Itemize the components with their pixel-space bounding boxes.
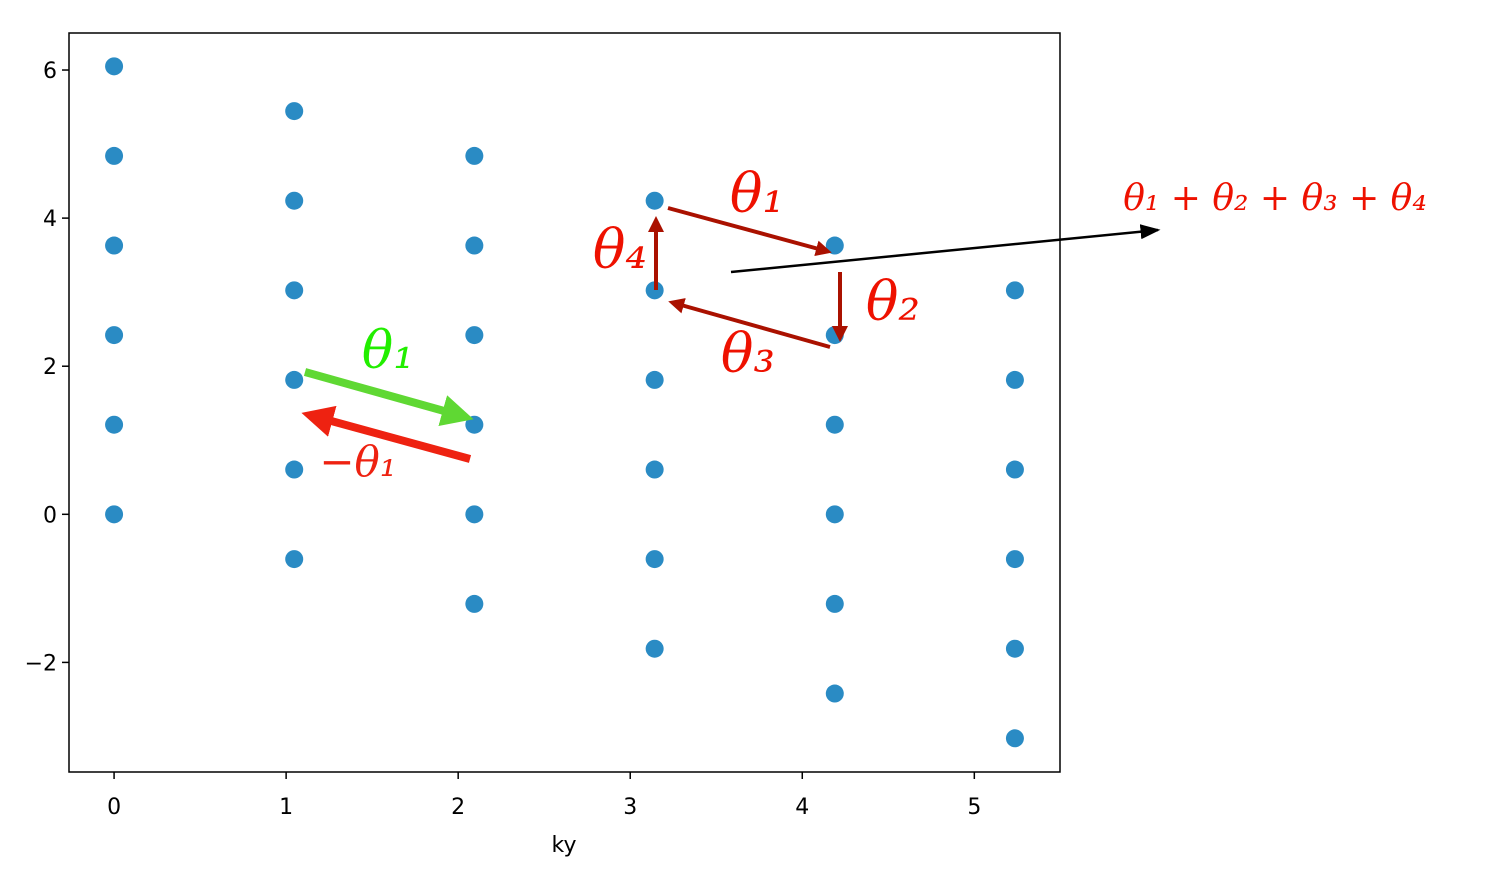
arrow [730,224,1161,274]
y-tick-label: −2 [25,651,57,676]
point [285,281,304,300]
x-tick-label: 3 [623,795,637,820]
point [105,146,124,165]
point [1005,370,1024,389]
point [465,236,484,255]
annotations: θ₁ −θ₁ θ₁ θ₂ θ₃ θ₄ θ₁ + θ₂ + θ₃ + θ₄ [301,162,1427,486]
x-tick-label: 1 [279,795,293,820]
point [465,326,484,345]
point [105,326,124,345]
point [645,281,664,300]
point [105,57,124,76]
point [1005,639,1024,658]
point [825,505,844,524]
arrow [303,368,474,427]
point [1005,550,1024,569]
point [1005,460,1024,479]
point [1005,281,1024,300]
point [285,460,304,479]
arrow [668,298,831,349]
annotation: −θ₁ [319,437,396,486]
x-tick-label: 4 [795,795,809,820]
annotation: θ₁ [730,162,784,225]
annotation: θ₁ [362,321,414,381]
x-tick-label: 5 [967,795,981,820]
point [465,505,484,524]
y-tick-label: 2 [43,355,57,380]
point [465,146,484,165]
point [825,236,844,255]
point [825,594,844,613]
annotation: θ₁ + θ₂ + θ₃ + θ₄ [1123,178,1427,219]
y-tick-label: 4 [43,207,57,232]
marks: 0 1 2 3 4 5 −2 0 2 4 6 [25,57,1024,820]
y-tick-label: 0 [43,503,57,528]
annotation: θ₄ [593,218,647,281]
point [645,370,664,389]
point [825,415,844,434]
annotation: θ₃ [721,322,775,385]
arrow [667,206,832,257]
plot-frame [68,32,1061,773]
point [105,415,124,434]
x-axis-label: ky [552,833,577,858]
point [1005,729,1024,748]
arrow [301,405,472,463]
point [285,191,304,210]
point [285,370,304,389]
point [825,684,844,703]
x-tick-label: 2 [451,795,465,820]
y-tick-label: 6 [43,59,57,84]
point [285,550,304,569]
point [105,236,124,255]
point [645,460,664,479]
annotation: θ₂ [866,270,920,333]
point [465,594,484,613]
point [645,191,664,210]
point [645,550,664,569]
point [465,415,484,434]
point [645,639,664,658]
point [105,505,124,524]
point [285,102,304,121]
x-tick-label: 0 [107,795,121,820]
